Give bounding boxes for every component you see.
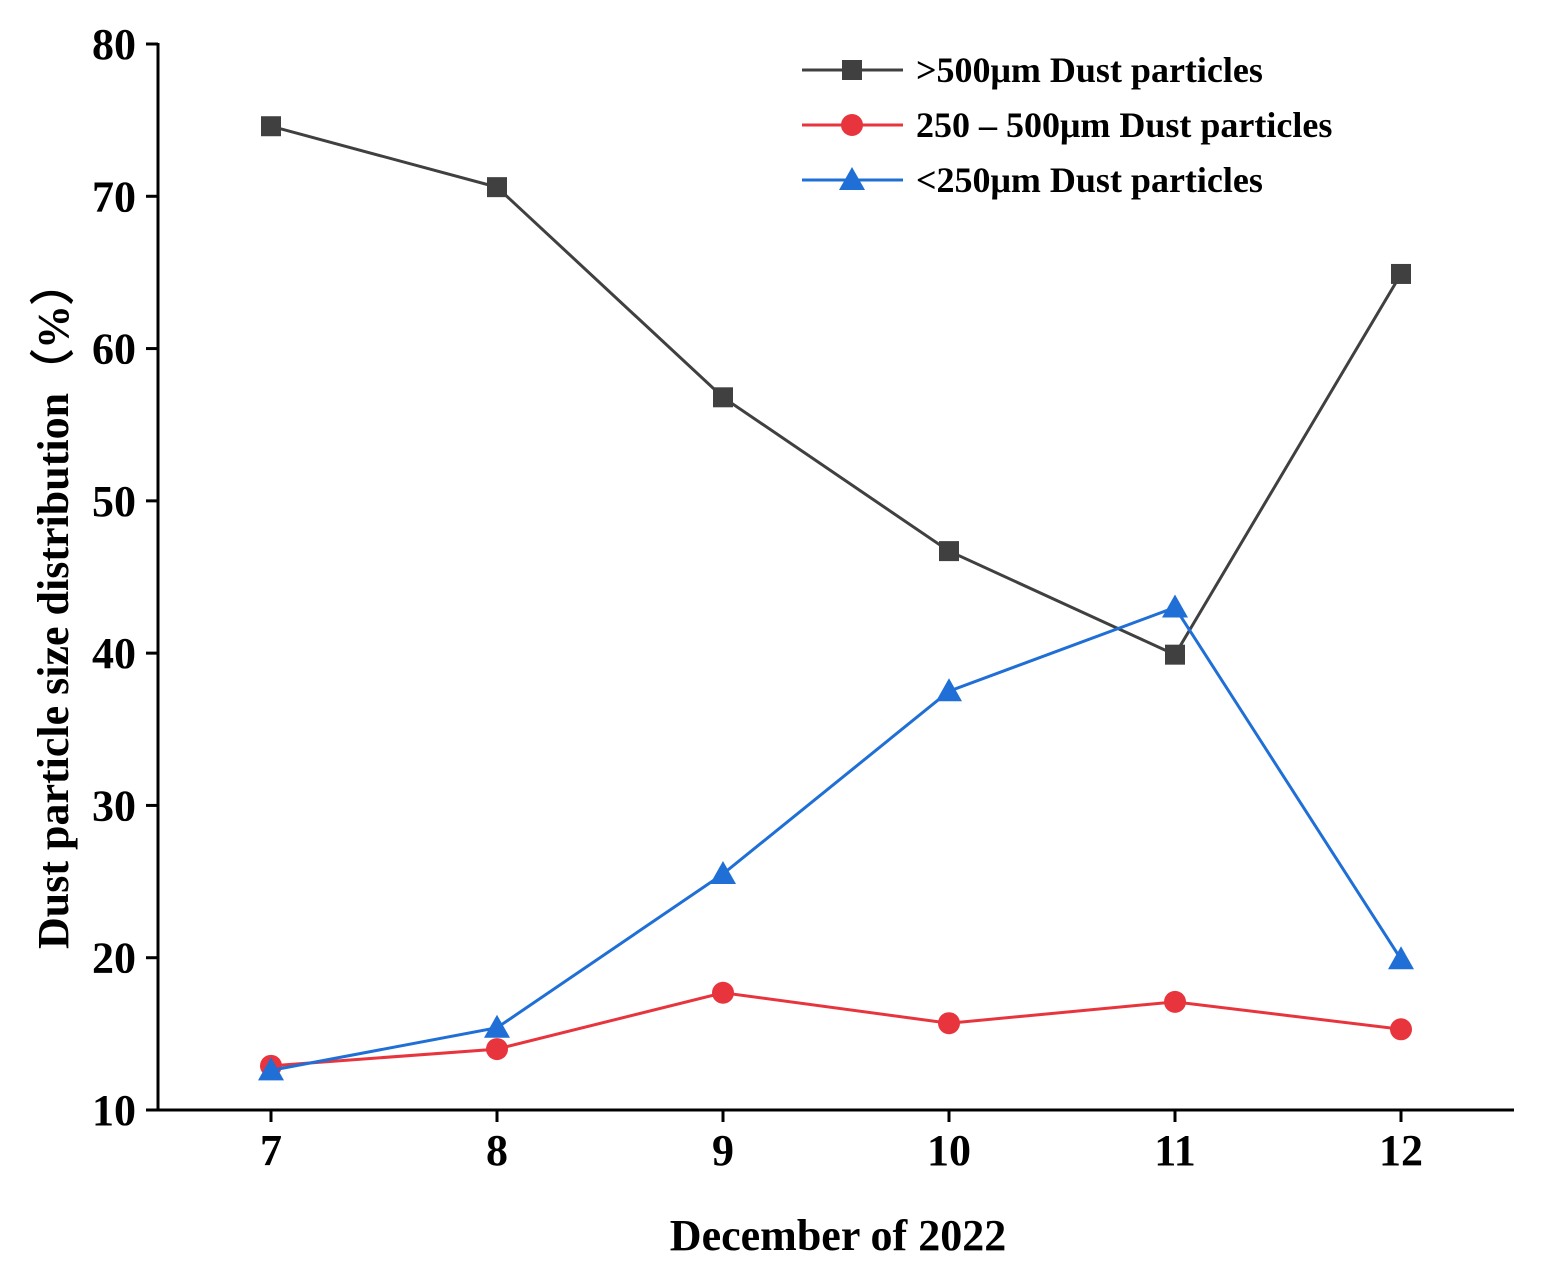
legend-item: >500μm Dust particles [802,50,1263,90]
data-point-square [487,177,507,198]
data-point-square [261,116,281,137]
data-point-square [713,387,733,408]
x-tick-label: 11 [1154,1126,1196,1175]
x-ticks: 7 8 9 10 11 12 [260,1110,1423,1175]
x-tick-label: 9 [712,1126,734,1175]
legend-item: <250μm Dust particles [802,160,1263,200]
series-line-circle [270,991,1402,1068]
series-circle [260,981,1412,1077]
data-point-square [1391,263,1411,284]
data-point-triangle [258,1057,284,1081]
series-square [261,116,1411,665]
data-point-circle [712,981,734,1004]
series-triangle [258,594,1414,1081]
legend-marker-circle [841,114,863,136]
legend-marker-triangle [839,167,865,190]
data-point-circle [486,1038,508,1061]
legend-item: 250 – 500μm Dust particles [802,105,1332,145]
data-point-triangle [936,678,962,702]
series-layer [258,116,1414,1081]
y-ticks: 10 20 30 40 50 60 70 80 [92,20,158,1135]
legend: >500μm Dust particles 250 – 500μm Dust pa… [802,50,1332,200]
axes [156,43,1514,1112]
y-tick-label: 80 [92,20,136,69]
data-point-square [1165,644,1185,665]
y-tick-label: 30 [92,781,136,830]
legend-marker-square [842,60,862,80]
y-tick-label: 20 [92,934,136,983]
y-tick-label: 10 [92,1086,136,1135]
data-point-circle [1390,1018,1412,1041]
y-tick-label: 70 [92,172,136,221]
data-point-circle [1164,990,1186,1013]
y-tick-label: 40 [92,629,136,678]
series-line-square [270,124,1403,657]
data-point-triangle [1388,946,1414,970]
y-tick-label: 60 [92,325,136,374]
data-point-circle [938,1012,960,1035]
series-line-triangle [270,605,1403,1072]
x-tick-label: 8 [486,1126,508,1175]
data-point-square [939,541,959,562]
legend-label: >500μm Dust particles [916,50,1263,90]
x-tick-label: 7 [260,1126,282,1175]
data-point-triangle [1162,594,1188,618]
y-tick-label: 50 [92,477,136,526]
legend-label: 250 – 500μm Dust particles [916,105,1332,145]
x-axis-title: December of 2022 [670,1211,1006,1260]
x-tick-label: 10 [927,1126,971,1175]
y-axis-title: Dust particle size distribution（%） [29,261,78,949]
data-point-triangle [710,860,736,884]
data-point-triangle [484,1014,510,1038]
x-tick-label: 12 [1379,1126,1423,1175]
legend-label: <250μm Dust particles [916,160,1263,200]
